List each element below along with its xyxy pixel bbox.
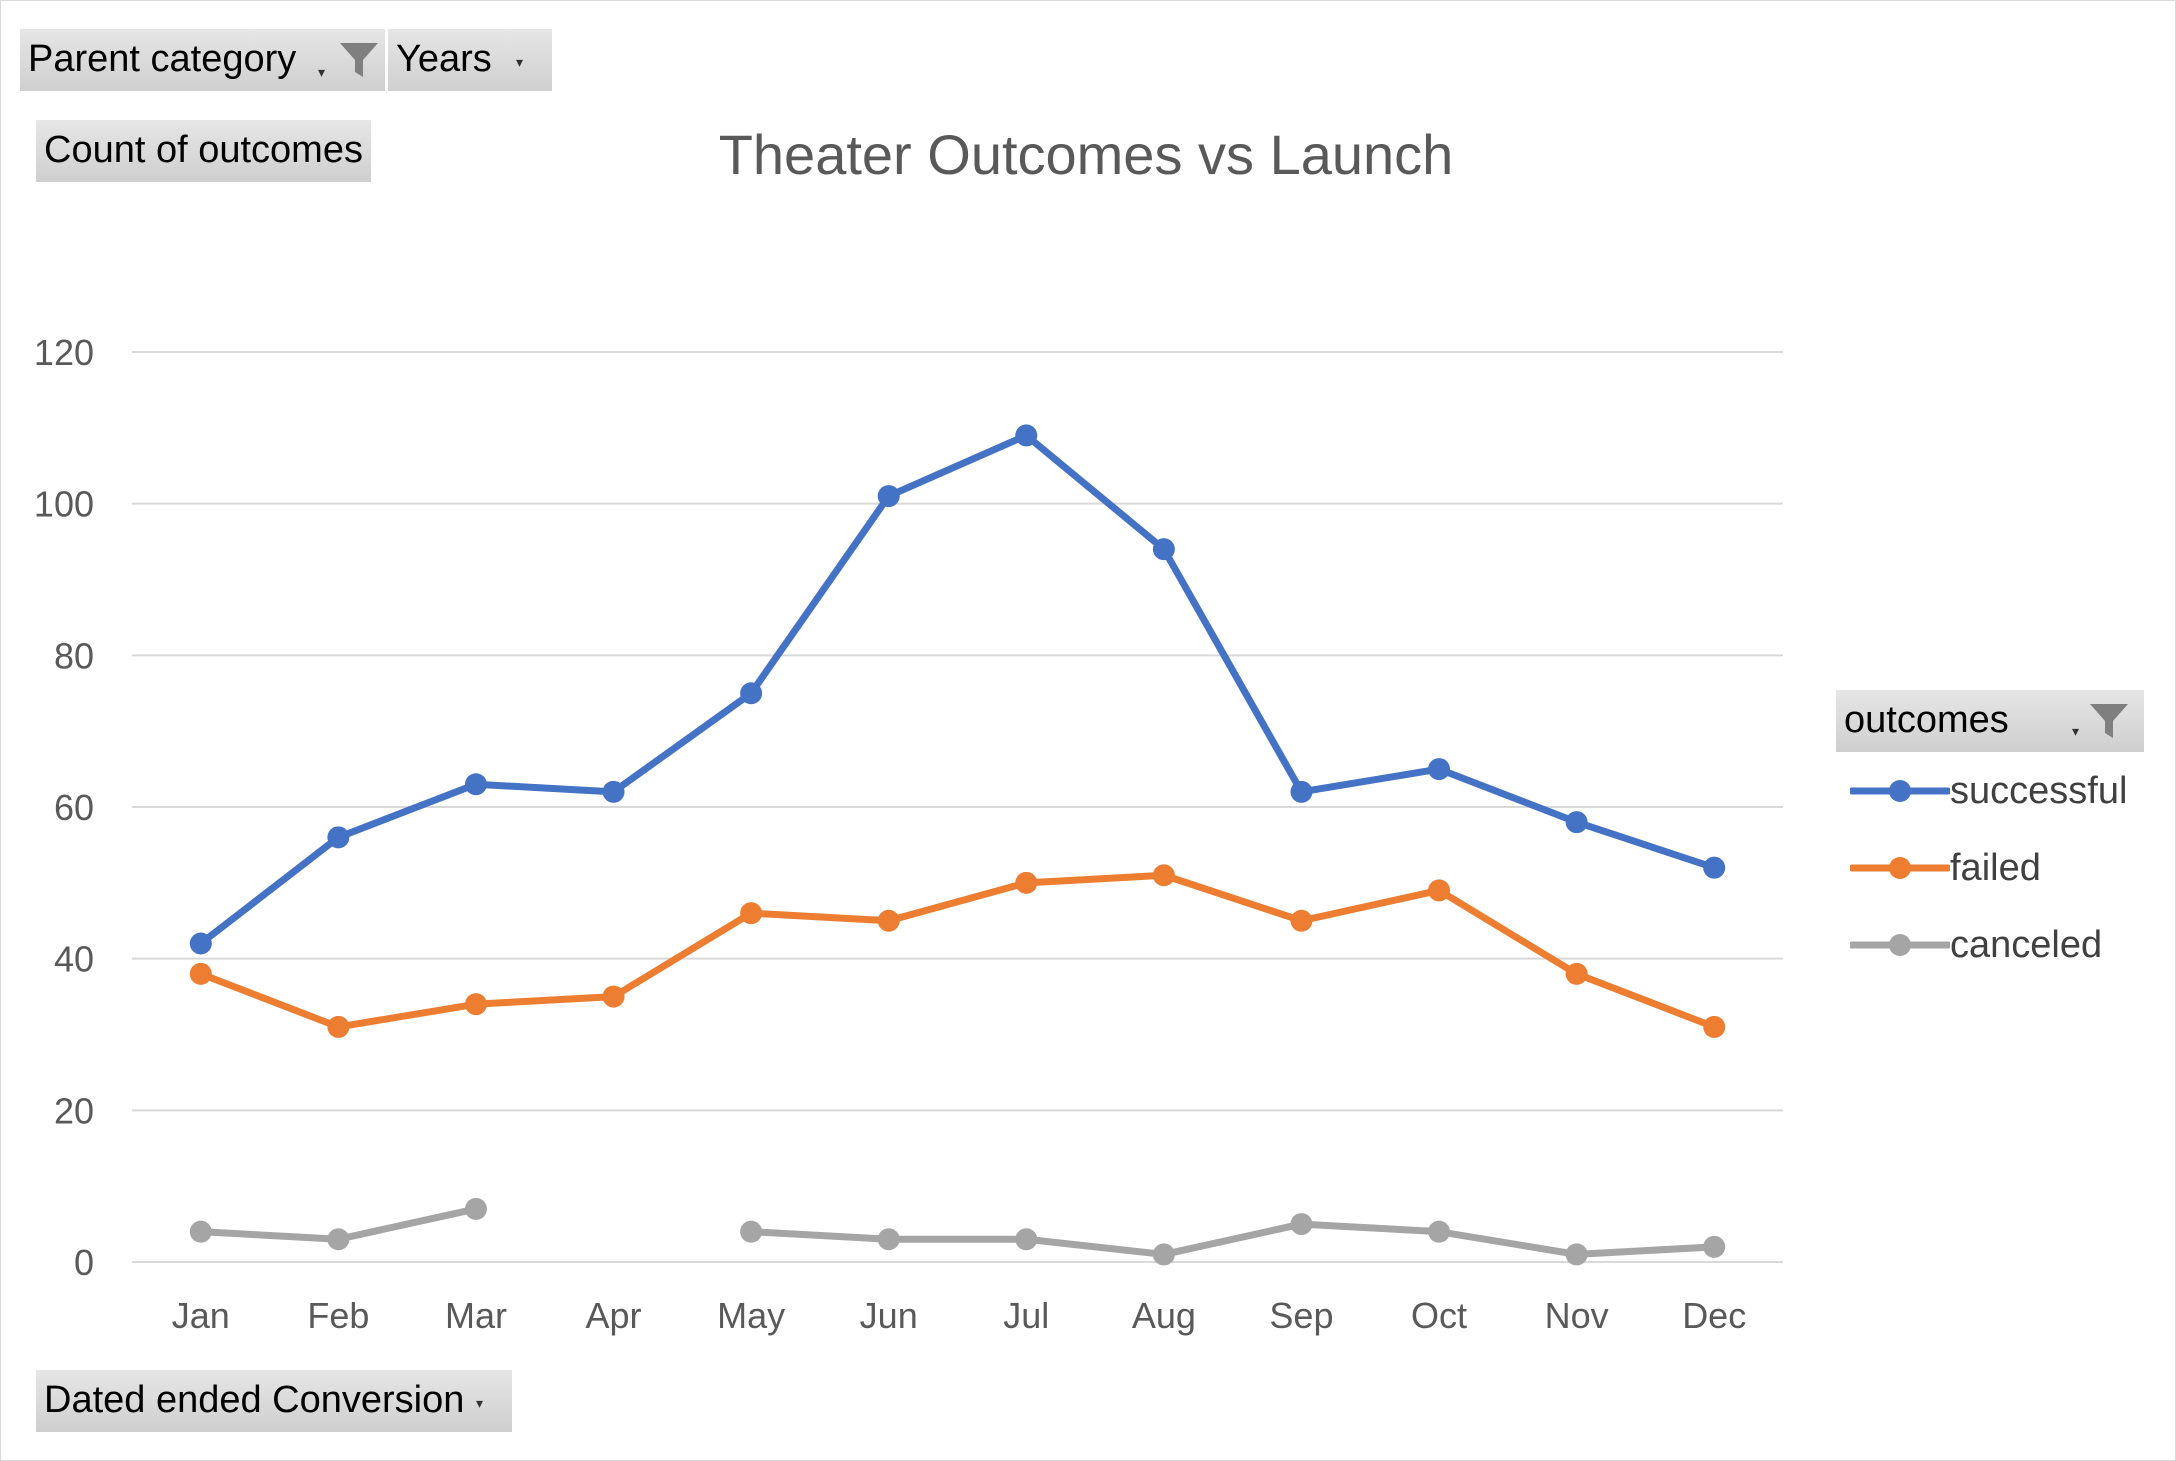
legend-marker-successful (1850, 780, 1950, 802)
filter-funnel-icon (340, 43, 378, 77)
legend-item-successful[interactable]: successful (1850, 766, 2150, 816)
legend-label-failed: failed (1950, 847, 2041, 889)
legend-marker-canceled (1850, 934, 1950, 956)
legend-label-successful: successful (1950, 770, 2128, 812)
outcomes-legend-label: outcomes (1844, 699, 2009, 741)
legend-filter-button[interactable]: outcomes ▾ (1836, 690, 2144, 752)
values-field-button[interactable]: Count of outcomes (36, 120, 371, 182)
chevron-down-icon: ▾ (318, 64, 326, 80)
legend-marker-failed (1850, 857, 1950, 879)
years-filter-button[interactable]: Years ▾ (388, 29, 552, 91)
chevron-down-icon: ▾ (2072, 723, 2080, 739)
axis-field-label: Dated ended Conversion (44, 1379, 465, 1421)
count-of-outcomes-label: Count of outcomes (44, 129, 363, 171)
axis-field-button[interactable]: Dated ended Conversion ▾ (36, 1370, 512, 1432)
legend-item-failed[interactable]: failed (1850, 843, 2150, 893)
parent-category-filter-button[interactable]: Parent category ▾ (20, 29, 385, 91)
legend-label-canceled: canceled (1950, 924, 2103, 966)
chevron-down-icon: ▾ (516, 54, 524, 70)
chevron-down-icon: ▾ (476, 1395, 484, 1411)
parent-category-label: Parent category (28, 38, 297, 80)
years-label: Years (396, 38, 492, 80)
legend-item-canceled[interactable]: canceled (1850, 920, 2150, 970)
filter-funnel-icon (2090, 704, 2128, 738)
